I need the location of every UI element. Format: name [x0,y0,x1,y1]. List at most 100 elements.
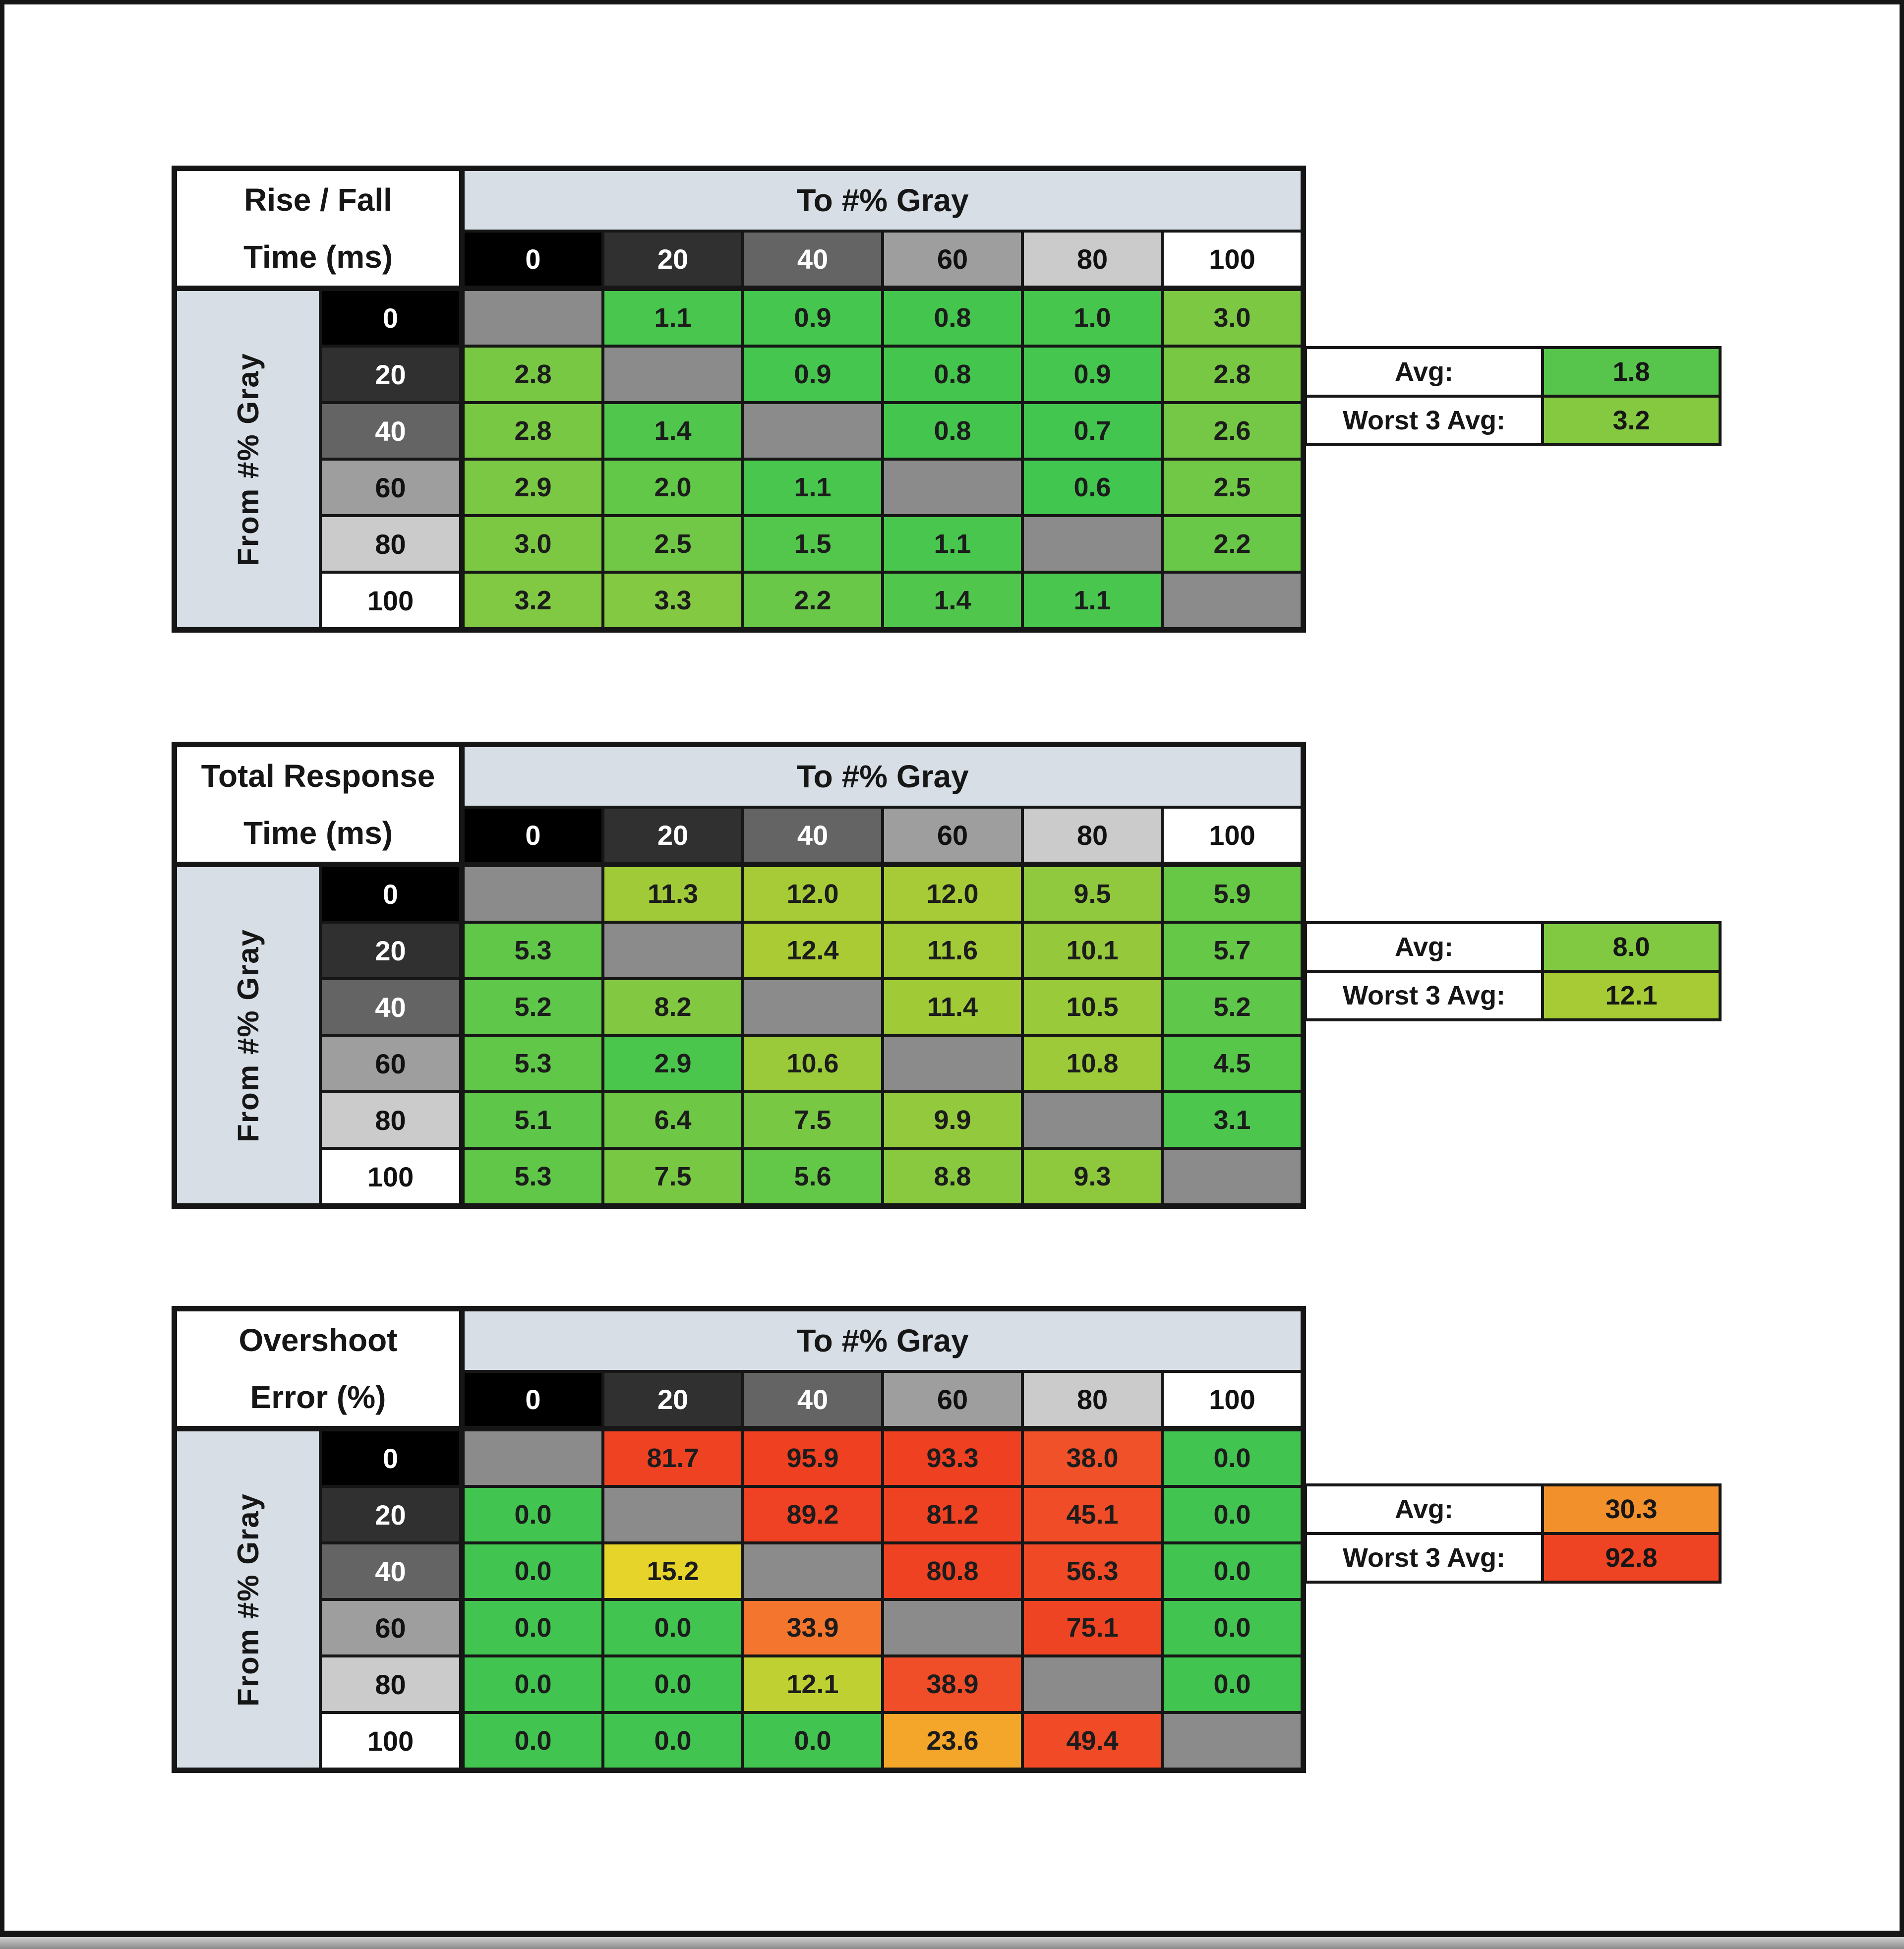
row-header: 100 [320,1713,463,1769]
matrix-cell: 5.2 [463,979,603,1035]
diagonal-cell [603,922,743,979]
matrix-cell: 12.4 [743,922,883,979]
matrix-cell: 5.6 [743,1148,883,1205]
worst3-value: 3.2 [1544,398,1719,443]
row-header: 20 [320,922,463,979]
matrix-cell: 3.2 [463,572,603,629]
col-header: 0 [463,1371,603,1430]
matrix-cell: 2.0 [603,459,743,516]
matrix-cell: 0.9 [1022,346,1162,403]
matrix-cell: 2.8 [1162,346,1302,403]
matrix-cell: 11.6 [883,922,1022,979]
avg-value: 8.0 [1544,924,1719,970]
avg-label: Avg: [1307,924,1541,970]
matrix-cell: 1.4 [883,572,1022,629]
matrix-cell: 8.2 [603,979,743,1035]
matrix-cell: 0.8 [883,346,1022,403]
table-title-line1: Total Response [201,758,435,794]
matrix-cell: 95.9 [743,1430,883,1486]
matrix-cell: 0.0 [1162,1599,1302,1656]
matrix-cell: 75.1 [1022,1599,1162,1656]
overshoot-title: Overshoot Error (%) [176,1310,463,1430]
matrix-cell: 11.3 [603,866,743,922]
matrix-cell: 0.0 [463,1599,603,1656]
row-header: 0 [320,290,463,346]
matrix-cell: 6.4 [603,1092,743,1148]
matrix-cell: 0.0 [743,1713,883,1769]
row-header: 40 [320,979,463,1035]
matrix-cell: 2.5 [1162,459,1302,516]
matrix-cell: 2.2 [1162,516,1302,572]
matrix-cell: 10.6 [743,1035,883,1092]
col-header: 0 [463,807,603,866]
table-title-line1: Overshoot [238,1322,398,1358]
worst3-label: Worst 3 Avg: [1307,973,1541,1018]
matrix-cell: 0.0 [1162,1543,1302,1599]
row-header: 60 [320,1599,463,1656]
matrix-cell: 0.0 [603,1713,743,1769]
matrix-cell: 1.5 [743,516,883,572]
worst3-value: 92.8 [1544,1535,1719,1581]
diagonal-cell [1162,1148,1302,1205]
table-title-line1: Rise / Fall [244,181,392,218]
matrix-cell: 89.2 [743,1486,883,1543]
matrix-cell: 9.5 [1022,866,1162,922]
overshoot-table: Overshoot Error (%) To #% Gray From #% G… [172,1306,1306,1773]
matrix-cell: 45.1 [1022,1486,1162,1543]
table-title-line2: Time (ms) [243,239,393,275]
matrix-cell: 1.1 [1022,572,1162,629]
row-header: 20 [320,346,463,403]
bottom-divider [0,1931,1904,1937]
matrix-cell: 81.7 [603,1430,743,1486]
bottom-scroll-strip[interactable] [0,1937,1904,1949]
diagonal-cell [1022,516,1162,572]
to-gray-header: To #% Gray [463,746,1302,807]
col-header: 20 [603,1371,743,1430]
col-header: 80 [1022,807,1162,866]
matrix-cell: 38.9 [883,1656,1022,1713]
matrix-cell: 0.0 [463,1656,603,1713]
diagonal-cell [883,1599,1022,1656]
row-header: 0 [320,866,463,922]
col-header: 60 [883,807,1022,866]
col-header: 100 [1162,1371,1302,1430]
row-header: 60 [320,1035,463,1092]
diagonal-cell [1162,572,1302,629]
matrix-cell: 5.9 [1162,866,1302,922]
rise-fall-title: Rise / Fall Time (ms) [176,170,463,290]
row-header: 100 [320,572,463,629]
matrix-cell: 0.0 [1162,1486,1302,1543]
col-header: 40 [743,1371,883,1430]
matrix-cell: 15.2 [603,1543,743,1599]
matrix-cell: 93.3 [883,1430,1022,1486]
col-header: 20 [603,807,743,866]
col-header: 100 [1162,807,1302,866]
row-header: 100 [320,1148,463,1205]
matrix-cell: 0.9 [743,290,883,346]
from-gray-label: From #% Gray [231,928,265,1142]
matrix-cell: 81.2 [883,1486,1022,1543]
matrix-cell: 1.1 [883,516,1022,572]
matrix-cell: 3.1 [1162,1092,1302,1148]
table-title-line2: Time (ms) [243,815,393,851]
diagonal-cell [743,1543,883,1599]
col-header: 60 [883,231,1022,290]
matrix-cell: 10.8 [1022,1035,1162,1092]
matrix-cell: 2.8 [463,403,603,459]
from-gray-label: From #% Gray [231,1492,265,1707]
diagonal-cell [883,1035,1022,1092]
matrix-cell: 1.1 [743,459,883,516]
matrix-cell: 5.7 [1162,922,1302,979]
matrix-cell: 80.8 [883,1543,1022,1599]
diagonal-cell [883,459,1022,516]
matrix-cell: 49.4 [1022,1713,1162,1769]
matrix-cell: 12.0 [883,866,1022,922]
avg-label: Avg: [1307,349,1541,395]
matrix-cell: 0.0 [1162,1656,1302,1713]
matrix-cell: 2.9 [603,1035,743,1092]
matrix-cell: 1.4 [603,403,743,459]
total-response-summary: Avg: 8.0 Worst 3 Avg: 12.1 [1304,921,1722,1021]
matrix-cell: 9.3 [1022,1148,1162,1205]
matrix-cell: 0.0 [603,1599,743,1656]
